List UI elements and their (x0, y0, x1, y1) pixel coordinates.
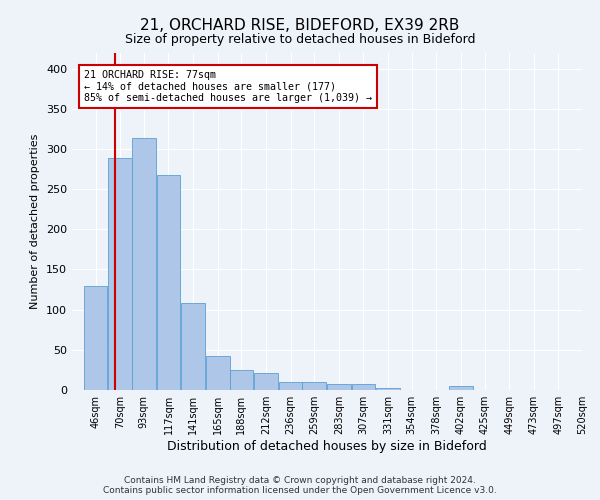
Bar (352, 384, 375, 390)
Text: Size of property relative to detached houses in Bideford: Size of property relative to detached ho… (125, 32, 475, 46)
Bar (279, 382, 302, 390)
Bar (157, 174, 180, 390)
Bar (206, 356, 230, 390)
Bar (254, 373, 278, 390)
X-axis label: Distribution of detached houses by size in Bideford: Distribution of detached houses by size … (167, 440, 487, 453)
Text: 21, ORCHARD RISE, BIDEFORD, EX39 2RB: 21, ORCHARD RISE, BIDEFORD, EX39 2RB (140, 18, 460, 32)
Bar (327, 384, 350, 390)
Text: Contains HM Land Registry data © Crown copyright and database right 2024.
Contai: Contains HM Land Registry data © Crown c… (103, 476, 497, 495)
Bar (181, 303, 205, 390)
Text: 21 ORCHARD RISE: 77sqm
← 14% of detached houses are smaller (177)
85% of semi-de: 21 ORCHARD RISE: 77sqm ← 14% of detached… (85, 70, 373, 103)
Bar (230, 370, 253, 390)
Bar (302, 382, 326, 390)
Bar (132, 138, 155, 390)
Bar (449, 386, 473, 390)
Bar (109, 158, 132, 390)
Y-axis label: Number of detached properties: Number of detached properties (31, 134, 40, 309)
Bar (84, 286, 107, 390)
Bar (376, 388, 400, 390)
